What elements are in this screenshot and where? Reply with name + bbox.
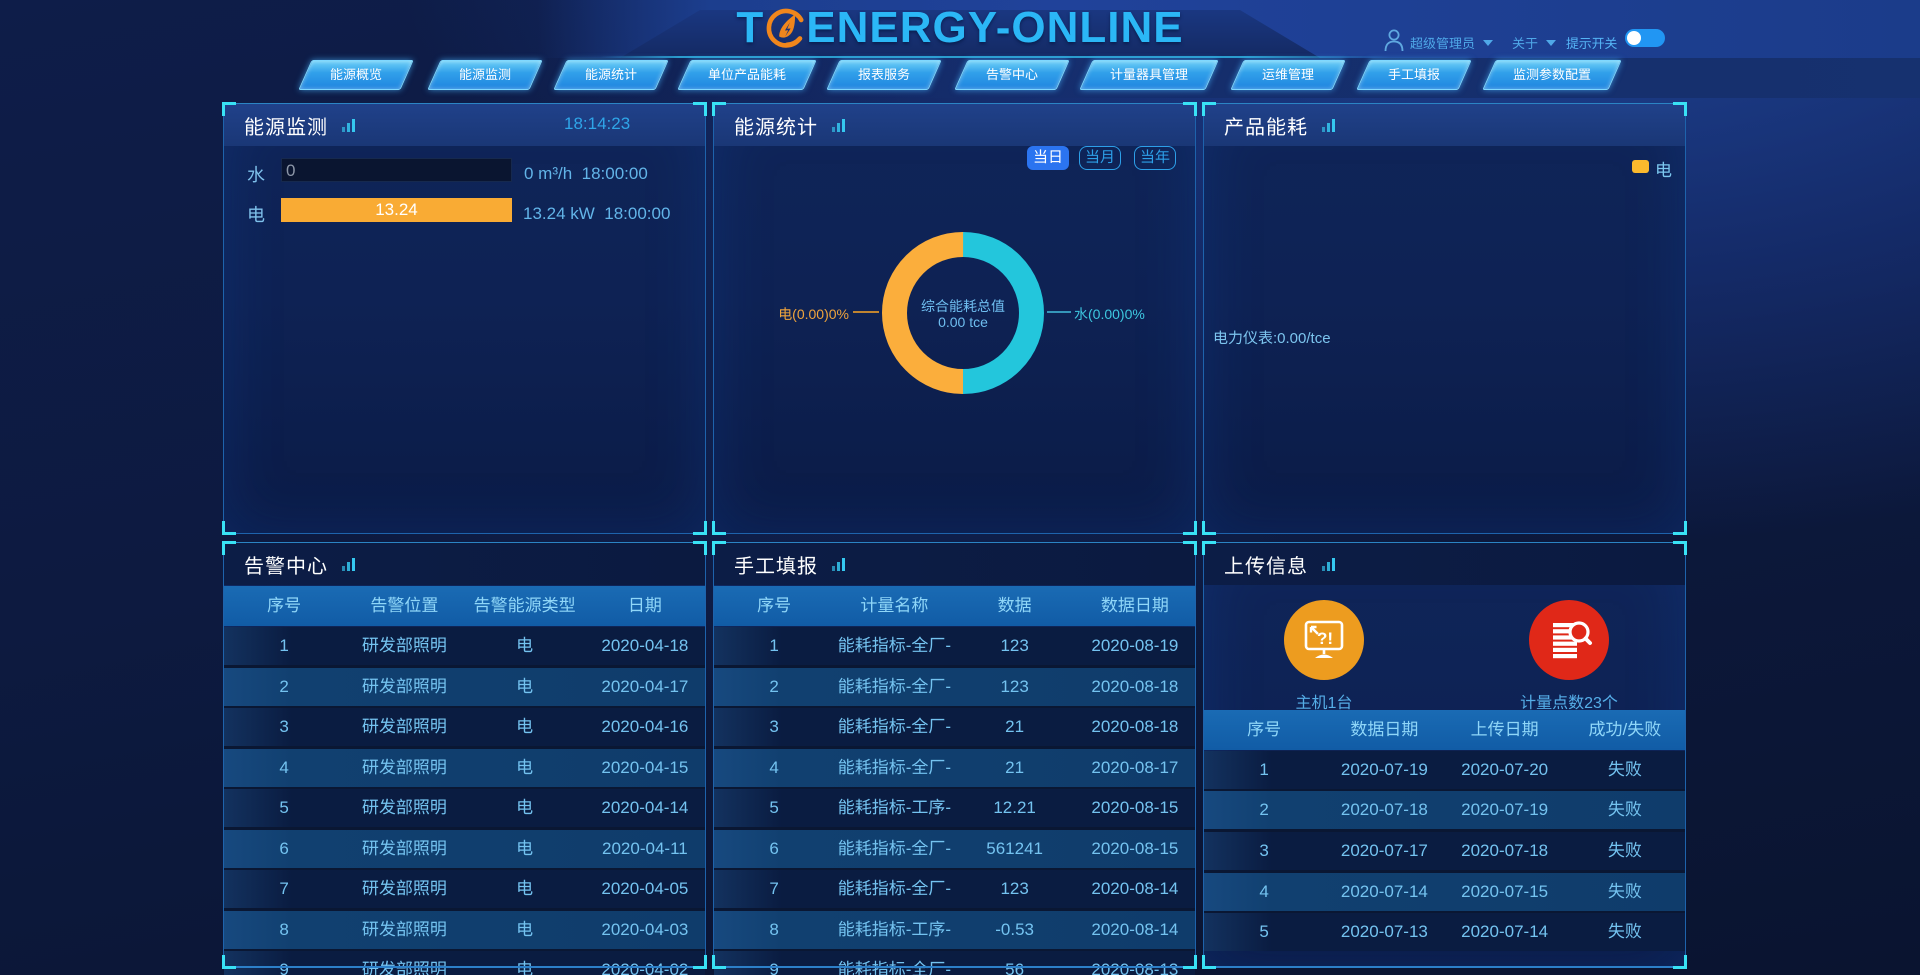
svg-text:?!: ?! <box>1317 629 1333 648</box>
